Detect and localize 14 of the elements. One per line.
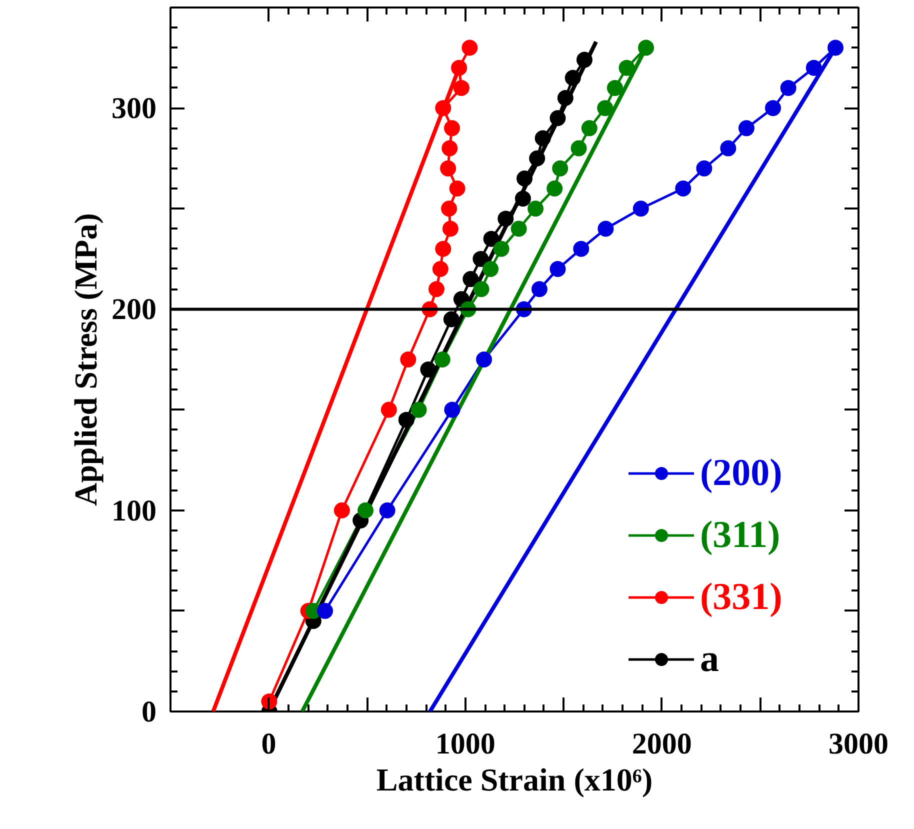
legend-label: (331) <box>700 575 782 619</box>
legend-label: (200) <box>700 451 782 495</box>
y-tick-label: 0 <box>142 696 156 728</box>
x-axis-title: Lattice Strain (x10⁶) <box>376 762 653 798</box>
x-tick-label: 1000 <box>435 728 496 760</box>
y-axis-title: Applied Stress (MPa) <box>68 213 104 506</box>
x-tick-label: 2000 <box>632 728 692 760</box>
x-tick-label: 3000 <box>828 728 888 760</box>
y-tick-label: 300 <box>112 92 156 126</box>
y-tick-label: 100 <box>112 494 156 528</box>
x-tick-label: 0 <box>261 728 276 760</box>
legend-label: (311) <box>700 513 780 557</box>
legend-label: a <box>700 637 720 681</box>
y-tick-label: 200 <box>112 293 156 326</box>
